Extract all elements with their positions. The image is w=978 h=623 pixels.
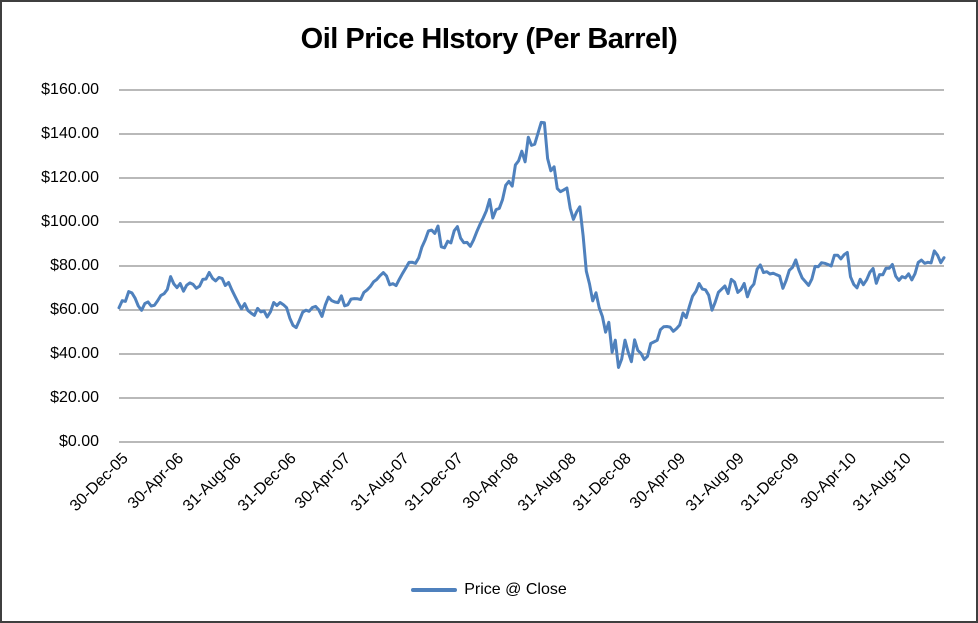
y-tick-label: $20.00 (50, 389, 99, 406)
legend-series-label: Price @ Close (464, 581, 567, 598)
x-tick-label: 30-Apr-08 (459, 450, 522, 513)
x-tick-label: 31-Aug-08 (515, 450, 580, 515)
y-tick-label: $120.00 (41, 169, 99, 186)
x-tick-label: 30-Dec-05 (67, 450, 133, 515)
y-tick-label: $60.00 (50, 301, 99, 318)
x-tick-label: 30-Apr-06 (124, 450, 187, 513)
y-tick-label: $80.00 (50, 257, 99, 274)
y-tick-label: $100.00 (41, 213, 99, 230)
legend-line-sample-icon (411, 588, 458, 592)
x-tick-label: 30-Apr-09 (627, 450, 690, 513)
x-tick-label: 30-Apr-07 (292, 450, 355, 513)
x-tick-label: 31-Dec-09 (737, 450, 803, 515)
y-tick-label: $0.00 (58, 433, 99, 450)
y-tick-label: $40.00 (50, 345, 99, 362)
chart-title: Oil Price HIstory (Per Barrel) (300, 23, 678, 55)
x-tick-label: 31-Aug-07 (347, 450, 413, 515)
price-line-series (117, 120, 946, 369)
x-tick-label: 31-Aug-10 (850, 450, 916, 515)
x-tick-label: 31-Dec-07 (402, 450, 468, 515)
x-tick-label: 31-Aug-06 (179, 450, 245, 515)
x-tick-label: 31-Dec-08 (569, 450, 635, 515)
y-tick-label: $140.00 (41, 125, 99, 142)
x-tick-label: 31-Aug-09 (682, 450, 748, 515)
x-tick-label: 31-Dec-06 (234, 450, 300, 515)
y-axis: $0.00 $20.00 $40.00 $60.00 $80.00 $100.00 $120… (2, 2, 99, 621)
legend: Price @ Close (2, 581, 976, 599)
y-tick-label: $160.00 (41, 81, 99, 98)
